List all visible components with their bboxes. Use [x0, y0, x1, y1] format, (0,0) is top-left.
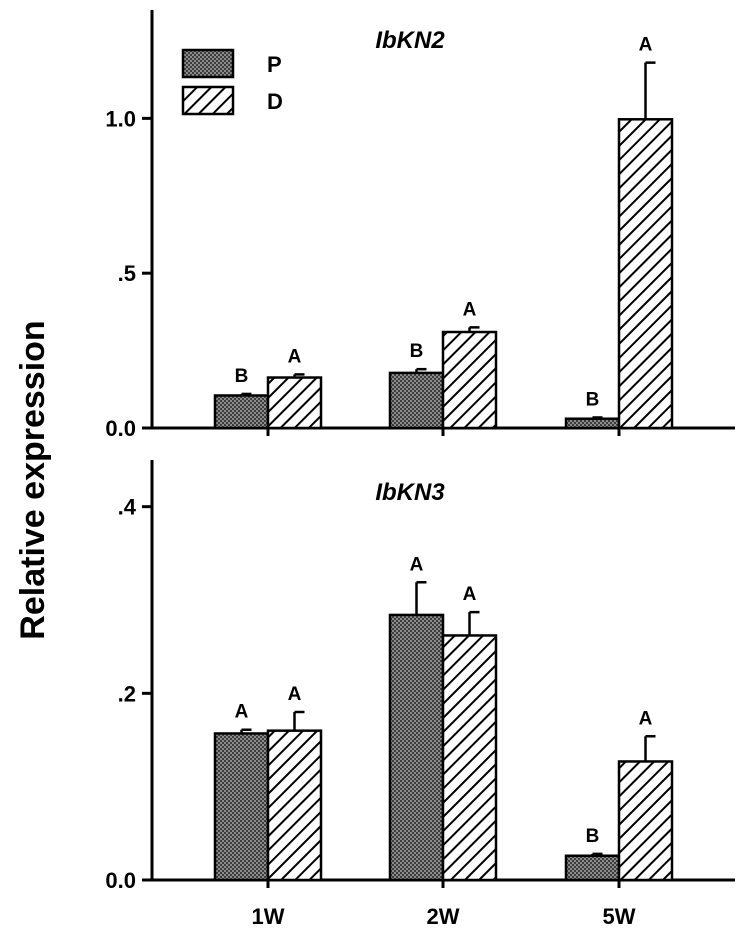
significance-letter: A	[639, 708, 653, 729]
panel-title: IbKN3	[375, 479, 445, 506]
panel-ibkn2: 0.0 .5 1.0 IbKN2 B B B A A A PD	[105, 10, 735, 441]
x-tick-label: 2W	[427, 904, 460, 929]
bar-p-2w	[388, 613, 445, 882]
y-tick-label: .5	[118, 261, 136, 286]
bar-d-2w	[441, 330, 498, 430]
y-tick-label: 0.0	[105, 868, 136, 893]
bar-p-5w	[564, 854, 621, 882]
significance-letter: B	[410, 341, 424, 362]
significance-letter: A	[463, 584, 477, 605]
bar-d-1w	[266, 376, 323, 430]
legend: PD	[181, 48, 283, 116]
bar-d-1w	[266, 729, 323, 882]
significance-letter: A	[639, 35, 653, 56]
panel-title: IbKN2	[375, 27, 445, 54]
y-tick-label: .4	[118, 495, 137, 520]
y-tick-label: 1.0	[105, 106, 136, 131]
significance-letter: A	[410, 554, 424, 575]
significance-letter: B	[586, 826, 600, 847]
significance-letter: A	[288, 346, 302, 367]
panel-ibkn3: 0.0 .2 .4 1W 2W 5W IbKN3 A A B A A A	[105, 460, 735, 929]
significance-letter: B	[235, 366, 249, 387]
bar-p-5w	[564, 417, 621, 430]
significance-letter: A	[288, 684, 302, 705]
legend-label: P	[267, 52, 282, 77]
bar-d-2w	[441, 634, 498, 882]
legend-label: D	[267, 89, 283, 114]
bar-d-5w	[617, 760, 674, 882]
legend-swatch-p	[181, 48, 235, 79]
bar-p-2w	[388, 371, 445, 430]
significance-letter: A	[235, 702, 249, 723]
x-tick-label: 5W	[603, 904, 636, 929]
significance-letter: A	[463, 299, 477, 320]
y-axis-label: Relative expression	[14, 320, 52, 639]
y-tick-label: 0.0	[105, 416, 136, 441]
legend-swatch-d	[181, 85, 235, 116]
x-tick-label: 1W	[252, 904, 285, 929]
bar-p-1w	[213, 732, 270, 882]
bar-p-1w	[213, 394, 270, 430]
bar-d-5w	[617, 118, 674, 430]
significance-letter: B	[586, 389, 600, 410]
y-tick-label: .2	[118, 681, 136, 706]
